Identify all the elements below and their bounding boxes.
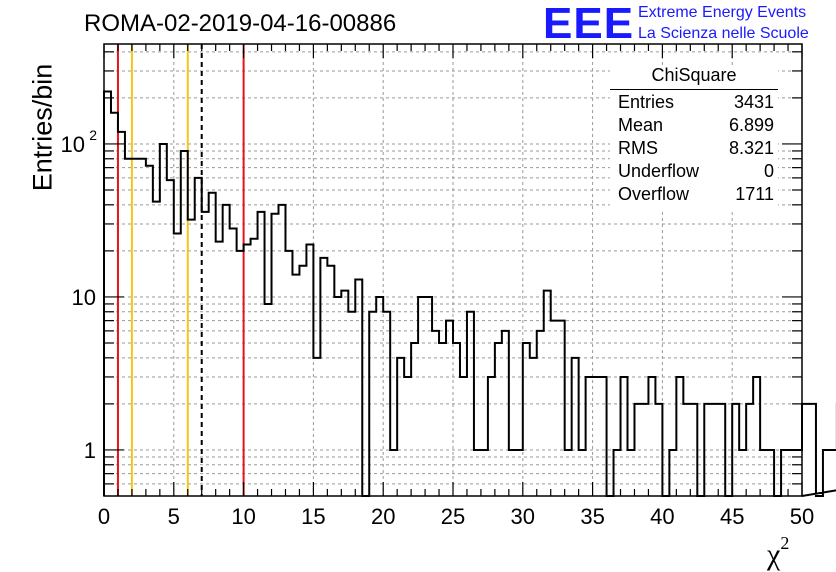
stats-value: 8.321 (728, 138, 774, 158)
stats-label: RMS (618, 138, 658, 158)
stats-label: Overflow (618, 184, 690, 204)
stats-row-underflow: Underflow 0 (618, 161, 774, 184)
x-axis-label: χ2 (767, 533, 790, 571)
histogram-step-line (103, 90, 836, 497)
stats-row-rms: RMS 8.321 (618, 138, 774, 161)
stats-value: 3431 (733, 92, 774, 112)
x-tick-label: 30 (511, 504, 535, 529)
axis-ticks (103, 44, 803, 496)
stats-label: Entries (618, 92, 675, 112)
histogram-title: ROMA-02-2019-04-16-00886 (84, 10, 397, 37)
x-tick-label: 25 (441, 504, 465, 529)
x-tick-labels: 0 5 10 15 20 25 30 35 40 45 50 (98, 504, 814, 529)
stats-row-mean: Mean 6.899 (618, 115, 774, 138)
stats-row-overflow: Overflow 1711 (618, 184, 774, 207)
stats-label: Mean (618, 115, 664, 135)
stats-value: 6.899 (728, 115, 774, 135)
x-tick-label: 15 (301, 504, 325, 529)
x-tick-label: 5 (168, 504, 180, 529)
logo-line-2: La Scienza nelle Scuole (638, 25, 809, 42)
y-tick-label: 10 (72, 285, 96, 310)
stats-value: 0 (763, 161, 774, 181)
x-tick-label: 45 (720, 504, 744, 529)
y-tick-exponent: 2 (89, 127, 97, 143)
stats-box: ChiSquare Entries 3431 Mean 6.899 RMS 8.… (610, 65, 778, 210)
x-tick-label: 20 (371, 504, 395, 529)
stats-label: Underflow (618, 161, 700, 181)
logo-line-1: Extreme Energy Events (638, 4, 807, 21)
y-tick-label: 1 (84, 438, 96, 463)
x-tick-label: 35 (580, 504, 604, 529)
x-tick-label: 0 (98, 504, 110, 529)
marker-lines (116, 44, 245, 496)
y-tick-label: 10 (61, 132, 85, 157)
x-tick-label: 10 (231, 504, 255, 529)
x-tick-label: 50 (790, 504, 814, 529)
stats-row-entries: Entries 3431 (618, 92, 774, 115)
eee-logo: EEE (543, 0, 635, 48)
stats-title: ChiSquare (651, 65, 737, 85)
stats-value: 1711 (735, 184, 774, 204)
stats-divider (610, 89, 778, 90)
x-tick-label: 40 (650, 504, 674, 529)
grid-lines (104, 44, 802, 496)
